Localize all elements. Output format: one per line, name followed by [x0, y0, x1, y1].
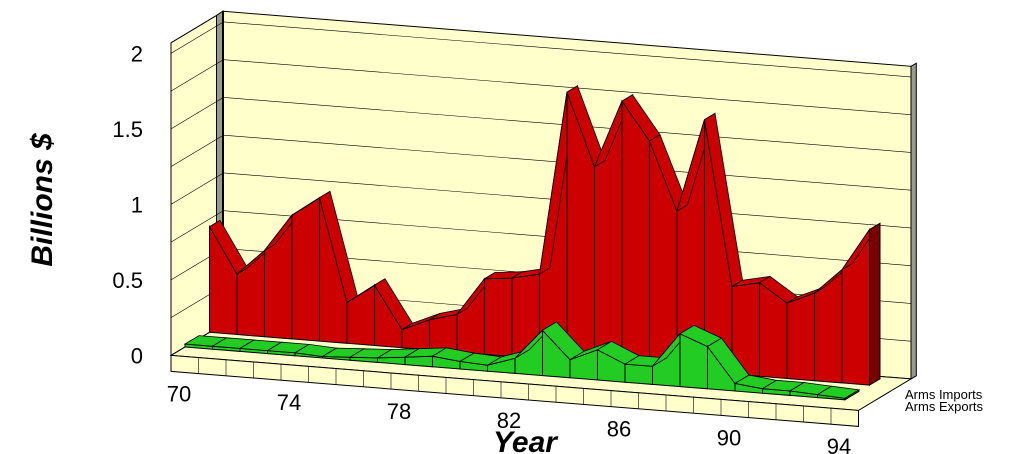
gridline	[170, 134, 224, 167]
gridline	[223, 21, 912, 78]
gridline	[170, 210, 224, 243]
y-tick-label: 1.5	[112, 117, 143, 142]
gridline	[170, 59, 224, 92]
x-axis-label: Year	[493, 426, 559, 454]
arms-imports-segment	[786, 292, 815, 382]
arms-exports-segment	[624, 363, 653, 385]
arms-imports-segment	[484, 277, 513, 358]
series-arms-exports	[183, 321, 861, 401]
legend-arms-exports: Arms Exports	[905, 399, 984, 414]
y-tick-label: 0	[131, 343, 143, 368]
tick-labels: 0 0.5 1 1.5 2 70 74 78 82 86 90 94	[112, 41, 851, 454]
arms-imports-segment	[291, 196, 320, 342]
arms-imports-segment	[429, 313, 458, 353]
series-arms-imports	[208, 85, 881, 386]
y-tick-label: 0.5	[112, 268, 143, 293]
arms-exports-segment	[404, 355, 433, 368]
x-tick-label: 70	[167, 381, 191, 406]
y-axis-label: Billions $	[26, 133, 59, 267]
x-tick-label: 94	[827, 434, 851, 454]
x-tick-label: 78	[387, 399, 411, 424]
x-tick-label: 82	[497, 408, 521, 433]
arms-imports-segment	[621, 99, 650, 369]
x-tick-label: 74	[277, 390, 301, 415]
gridline	[170, 21, 224, 54]
x-tick-label: 90	[717, 425, 741, 450]
y-tick-label: 1	[131, 192, 143, 217]
gridline	[170, 97, 224, 130]
gridline	[170, 172, 224, 205]
y-tick-label: 2	[131, 41, 143, 66]
arms-imports-end-cap	[869, 222, 881, 386]
right-wall-edge	[910, 62, 917, 380]
x-tick-label: 86	[607, 417, 631, 442]
gridline	[223, 59, 912, 115]
arms-exports-end-cap	[844, 389, 860, 401]
legend-arms-imports: Arms Imports	[905, 387, 983, 402]
